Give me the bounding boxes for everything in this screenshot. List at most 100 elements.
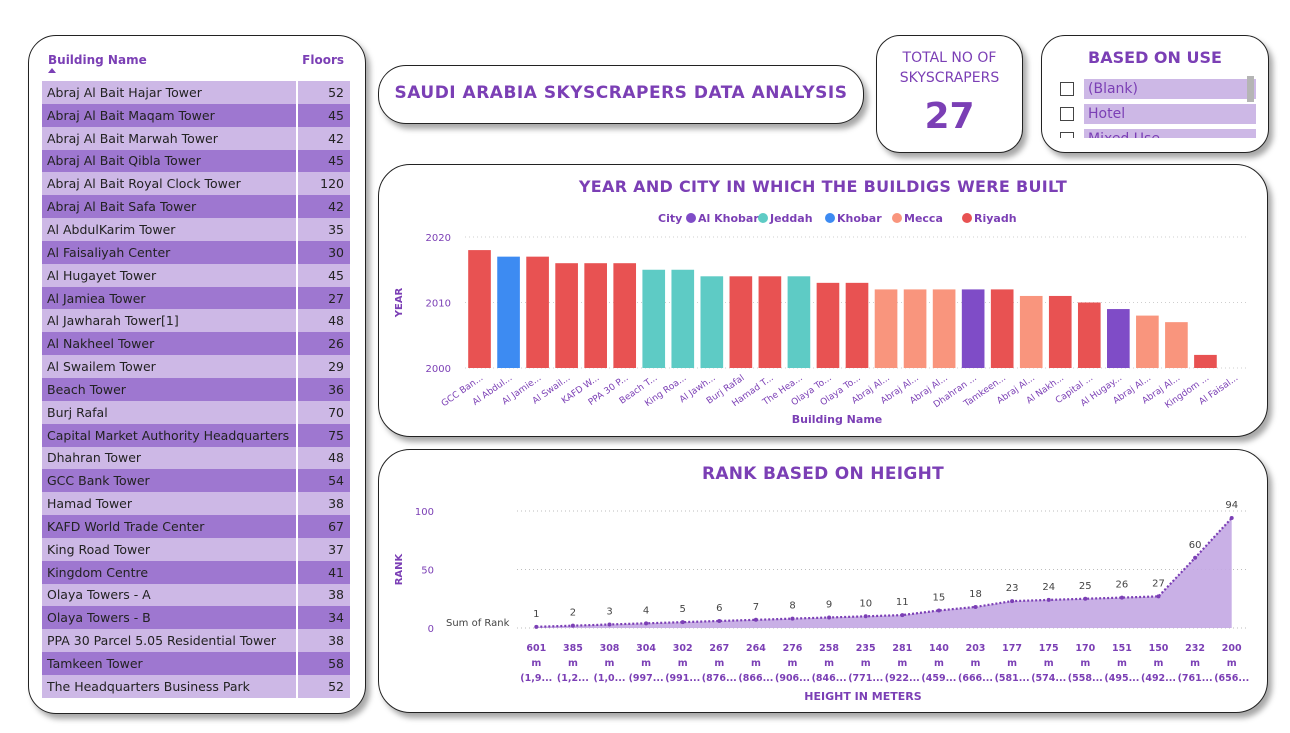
data-point[interactable]: [1193, 555, 1198, 560]
column-header-building-name[interactable]: Building Name: [42, 53, 292, 73]
bar[interactable]: [758, 276, 782, 368]
data-point[interactable]: [936, 608, 941, 613]
slicer-item-mixed-use[interactable]: Mixed Use: [1060, 126, 1256, 138]
table-row[interactable]: KAFD World Trade Center 67: [42, 515, 350, 538]
checkbox[interactable]: [1060, 106, 1074, 121]
table-row[interactable]: Hamad Tower 38: [42, 492, 350, 516]
bar[interactable]: [1077, 302, 1101, 369]
data-point[interactable]: [753, 617, 758, 622]
legend-label[interactable]: Al Khobar: [698, 212, 759, 225]
data-point[interactable]: [1156, 594, 1161, 599]
table-row[interactable]: Capital Market Authority Headquarters 75: [42, 423, 350, 447]
table-row[interactable]: Olaya Towers - B 34: [42, 606, 350, 630]
bar[interactable]: [526, 256, 549, 368]
bar[interactable]: [961, 289, 985, 368]
bar[interactable]: [1194, 354, 1217, 368]
x-tick-label: 267: [709, 643, 729, 654]
table-row[interactable]: Al Jamiea Tower 27: [42, 286, 350, 310]
table-row[interactable]: Al Hugayet Tower 45: [42, 263, 350, 287]
bar[interactable]: [729, 276, 753, 368]
bar[interactable]: [816, 282, 840, 368]
table-row[interactable]: Burj Rafal 70: [42, 400, 350, 424]
bar[interactable]: [874, 289, 898, 368]
bar[interactable]: [903, 289, 927, 368]
x-tick-label: (459...: [921, 673, 956, 684]
bar[interactable]: [613, 263, 637, 368]
cell-building-name: Al Swailem Tower: [47, 359, 156, 375]
data-point[interactable]: [607, 622, 612, 627]
data-point[interactable]: [1083, 596, 1088, 601]
data-point[interactable]: [973, 604, 978, 609]
bar[interactable]: [1136, 315, 1159, 368]
data-point[interactable]: [900, 613, 905, 618]
table-row[interactable]: Dhahran Tower 48: [42, 446, 350, 470]
table-row[interactable]: Abraj Al Bait Hajar Tower 52: [42, 81, 350, 104]
checkbox[interactable]: [1060, 131, 1074, 138]
table-row[interactable]: Beach Tower 36: [42, 377, 350, 401]
slicer-item-blank[interactable]: (Blank): [1060, 76, 1256, 101]
x-tick-label: (574...: [1031, 673, 1066, 684]
table-row[interactable]: The Headquarters Business Park 52: [42, 674, 350, 698]
bar[interactable]: [990, 289, 1014, 368]
bar[interactable]: [468, 250, 491, 368]
data-point[interactable]: [680, 620, 685, 625]
legend-label[interactable]: Jeddah: [769, 212, 813, 225]
data-point[interactable]: [644, 621, 649, 626]
bar[interactable]: [700, 276, 724, 368]
table-row[interactable]: Abraj Al Bait Royal Clock Tower 120: [42, 172, 350, 196]
bar[interactable]: [497, 256, 520, 368]
table-row[interactable]: Tamkeen Tower 58: [42, 652, 350, 675]
bar[interactable]: [1165, 322, 1188, 368]
data-point[interactable]: [1010, 599, 1015, 604]
table-row[interactable]: Al Swailem Tower 29: [42, 355, 350, 378]
data-label: 3: [606, 606, 612, 617]
bar[interactable]: [584, 263, 607, 368]
checkbox[interactable]: [1060, 81, 1074, 96]
table-row[interactable]: Al Nakheel Tower 26: [42, 332, 350, 356]
cell-building-name: Beach Tower: [47, 381, 126, 397]
table-row[interactable]: GCC Bank Tower 54: [42, 469, 350, 493]
x-tick-label: 264: [746, 643, 766, 654]
bar[interactable]: [1048, 295, 1072, 368]
table-row[interactable]: King Road Tower 37: [42, 537, 350, 561]
legend-label[interactable]: Khobar: [837, 212, 882, 225]
data-point[interactable]: [863, 614, 868, 619]
data-point[interactable]: [534, 624, 539, 629]
slicer-scrollbar[interactable]: [1247, 76, 1254, 102]
bar[interactable]: [1107, 309, 1130, 368]
table-row[interactable]: Al Faisaliyah Center 30: [42, 240, 350, 264]
data-point[interactable]: [827, 615, 832, 620]
bar[interactable]: [845, 282, 869, 368]
table-row[interactable]: Abraj Al Bait Marwah Tower 42: [42, 126, 350, 150]
data-point[interactable]: [790, 616, 795, 621]
cell-floors: 38: [296, 492, 350, 516]
bar[interactable]: [642, 269, 666, 368]
table-row[interactable]: Olaya Towers - A 38: [42, 583, 350, 607]
slicer-item-hotel[interactable]: Hotel: [1060, 101, 1256, 126]
data-point[interactable]: [1119, 595, 1124, 600]
cell-building-name: PPA 30 Parcel 5.05 Residential Tower: [47, 633, 277, 649]
table-row[interactable]: Abraj Al Bait Maqam Tower 45: [42, 103, 350, 127]
bar[interactable]: [1019, 295, 1043, 368]
x-tick-label: 235: [856, 643, 876, 654]
sort-ascending-icon[interactable]: [48, 68, 56, 73]
table-row[interactable]: Abraj Al Bait Qibla Tower 45: [42, 149, 350, 173]
legend-label[interactable]: Riyadh: [974, 212, 1017, 225]
data-point[interactable]: [717, 618, 722, 623]
data-point[interactable]: [570, 623, 575, 628]
table-row[interactable]: Al AbdulKarim Tower 35: [42, 218, 350, 241]
table-row[interactable]: Kingdom Centre 41: [42, 560, 350, 584]
bar[interactable]: [555, 263, 578, 368]
cell-floors: 42: [296, 126, 350, 150]
data-point[interactable]: [1046, 597, 1051, 602]
column-header-floors[interactable]: Floors: [302, 53, 344, 67]
table-row[interactable]: Al Jawharah Tower[1] 48: [42, 309, 350, 333]
slicer-title: BASED ON USE: [1088, 48, 1222, 67]
bar[interactable]: [671, 269, 695, 368]
data-point[interactable]: [1229, 516, 1234, 521]
bar[interactable]: [932, 289, 956, 368]
bar[interactable]: [787, 276, 811, 368]
legend-label[interactable]: Mecca: [904, 212, 943, 225]
table-row[interactable]: Abraj Al Bait Safa Tower 42: [42, 195, 350, 219]
table-row[interactable]: PPA 30 Parcel 5.05 Residential Tower 38: [42, 629, 350, 653]
